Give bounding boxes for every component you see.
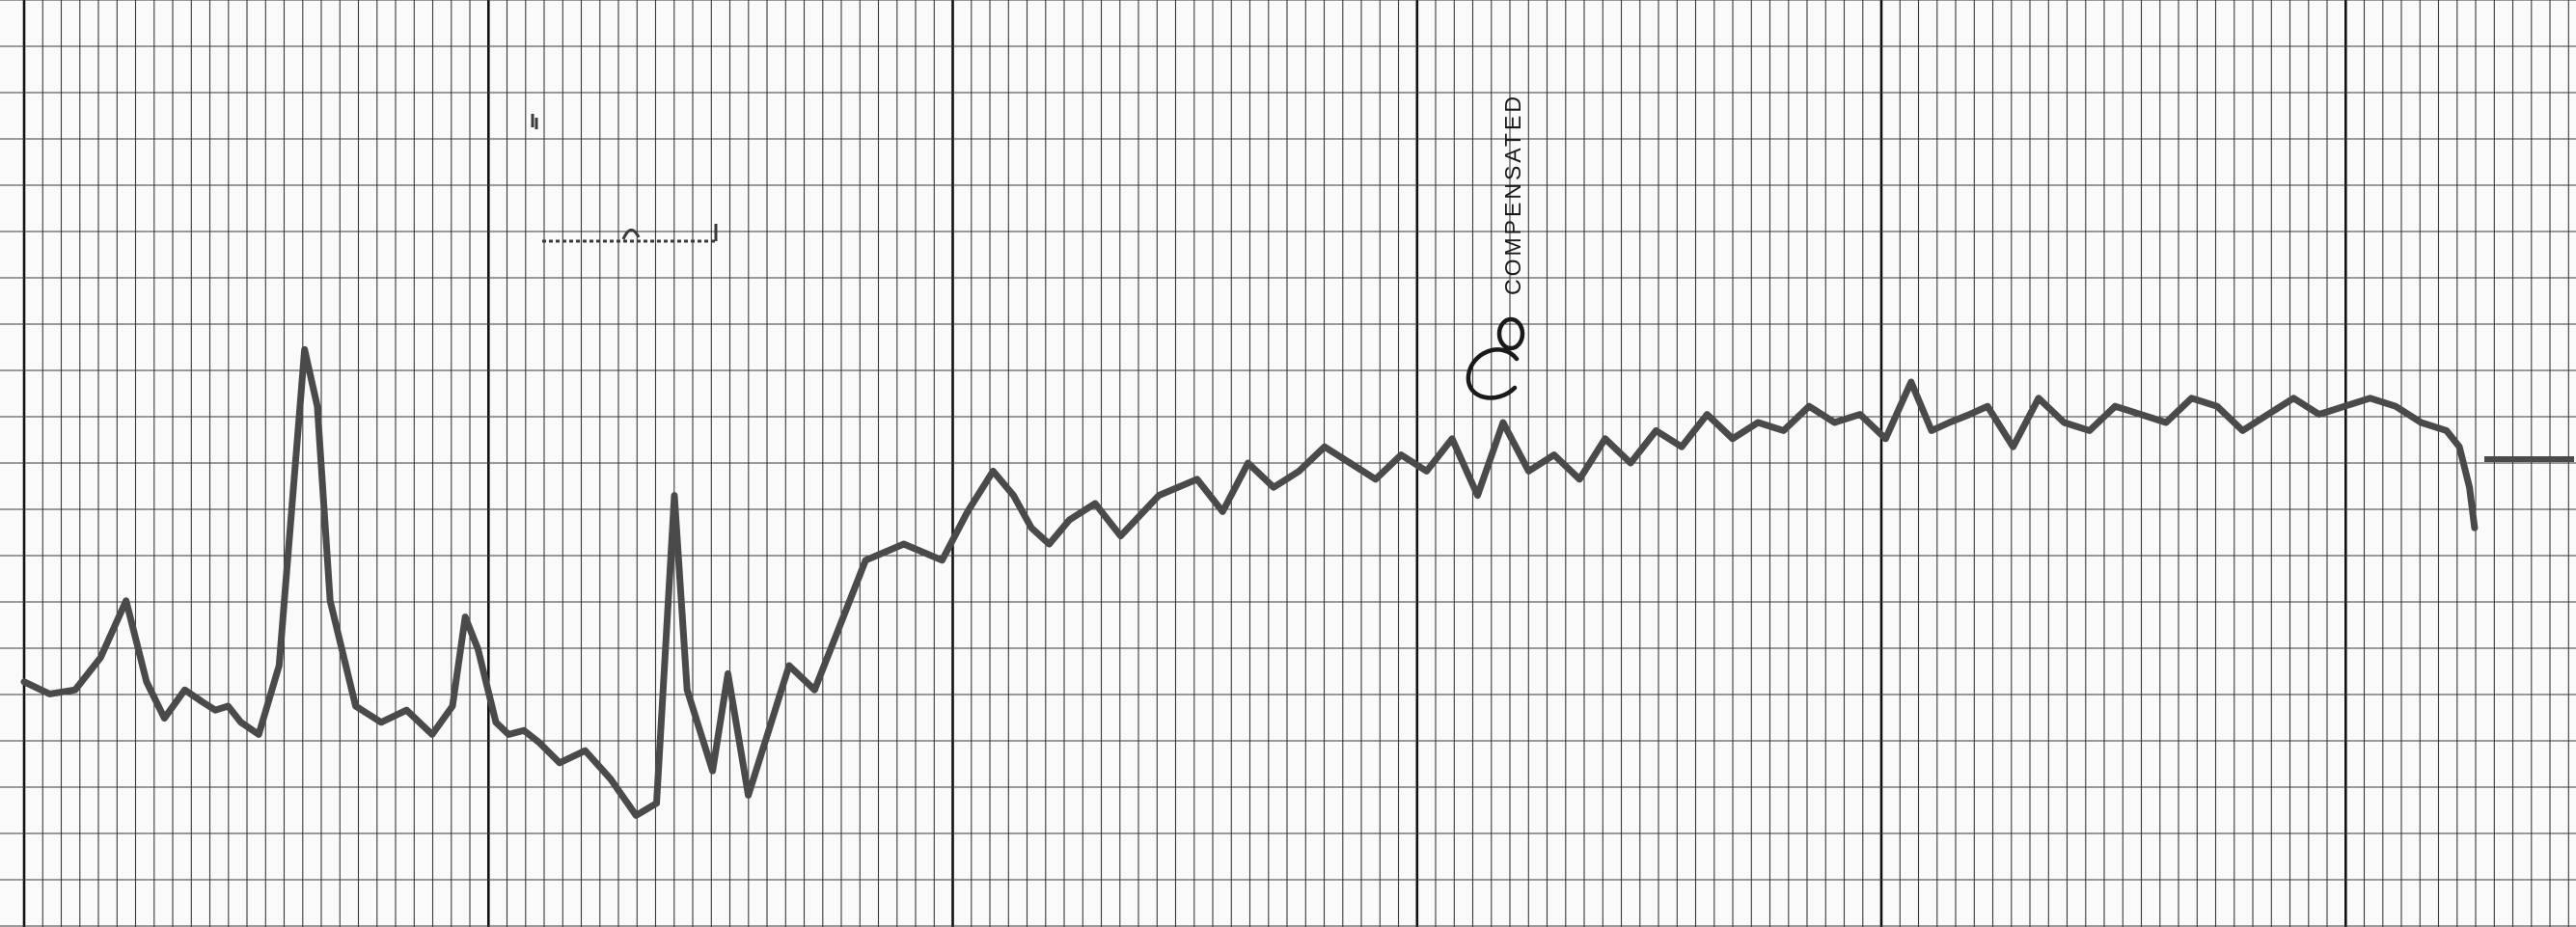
calibration-marker	[531, 114, 718, 243]
signal-trace	[20, 345, 2479, 819]
handwritten-co-mark	[1466, 316, 1525, 400]
compensated-label: COMPENSATED	[1500, 94, 1525, 295]
